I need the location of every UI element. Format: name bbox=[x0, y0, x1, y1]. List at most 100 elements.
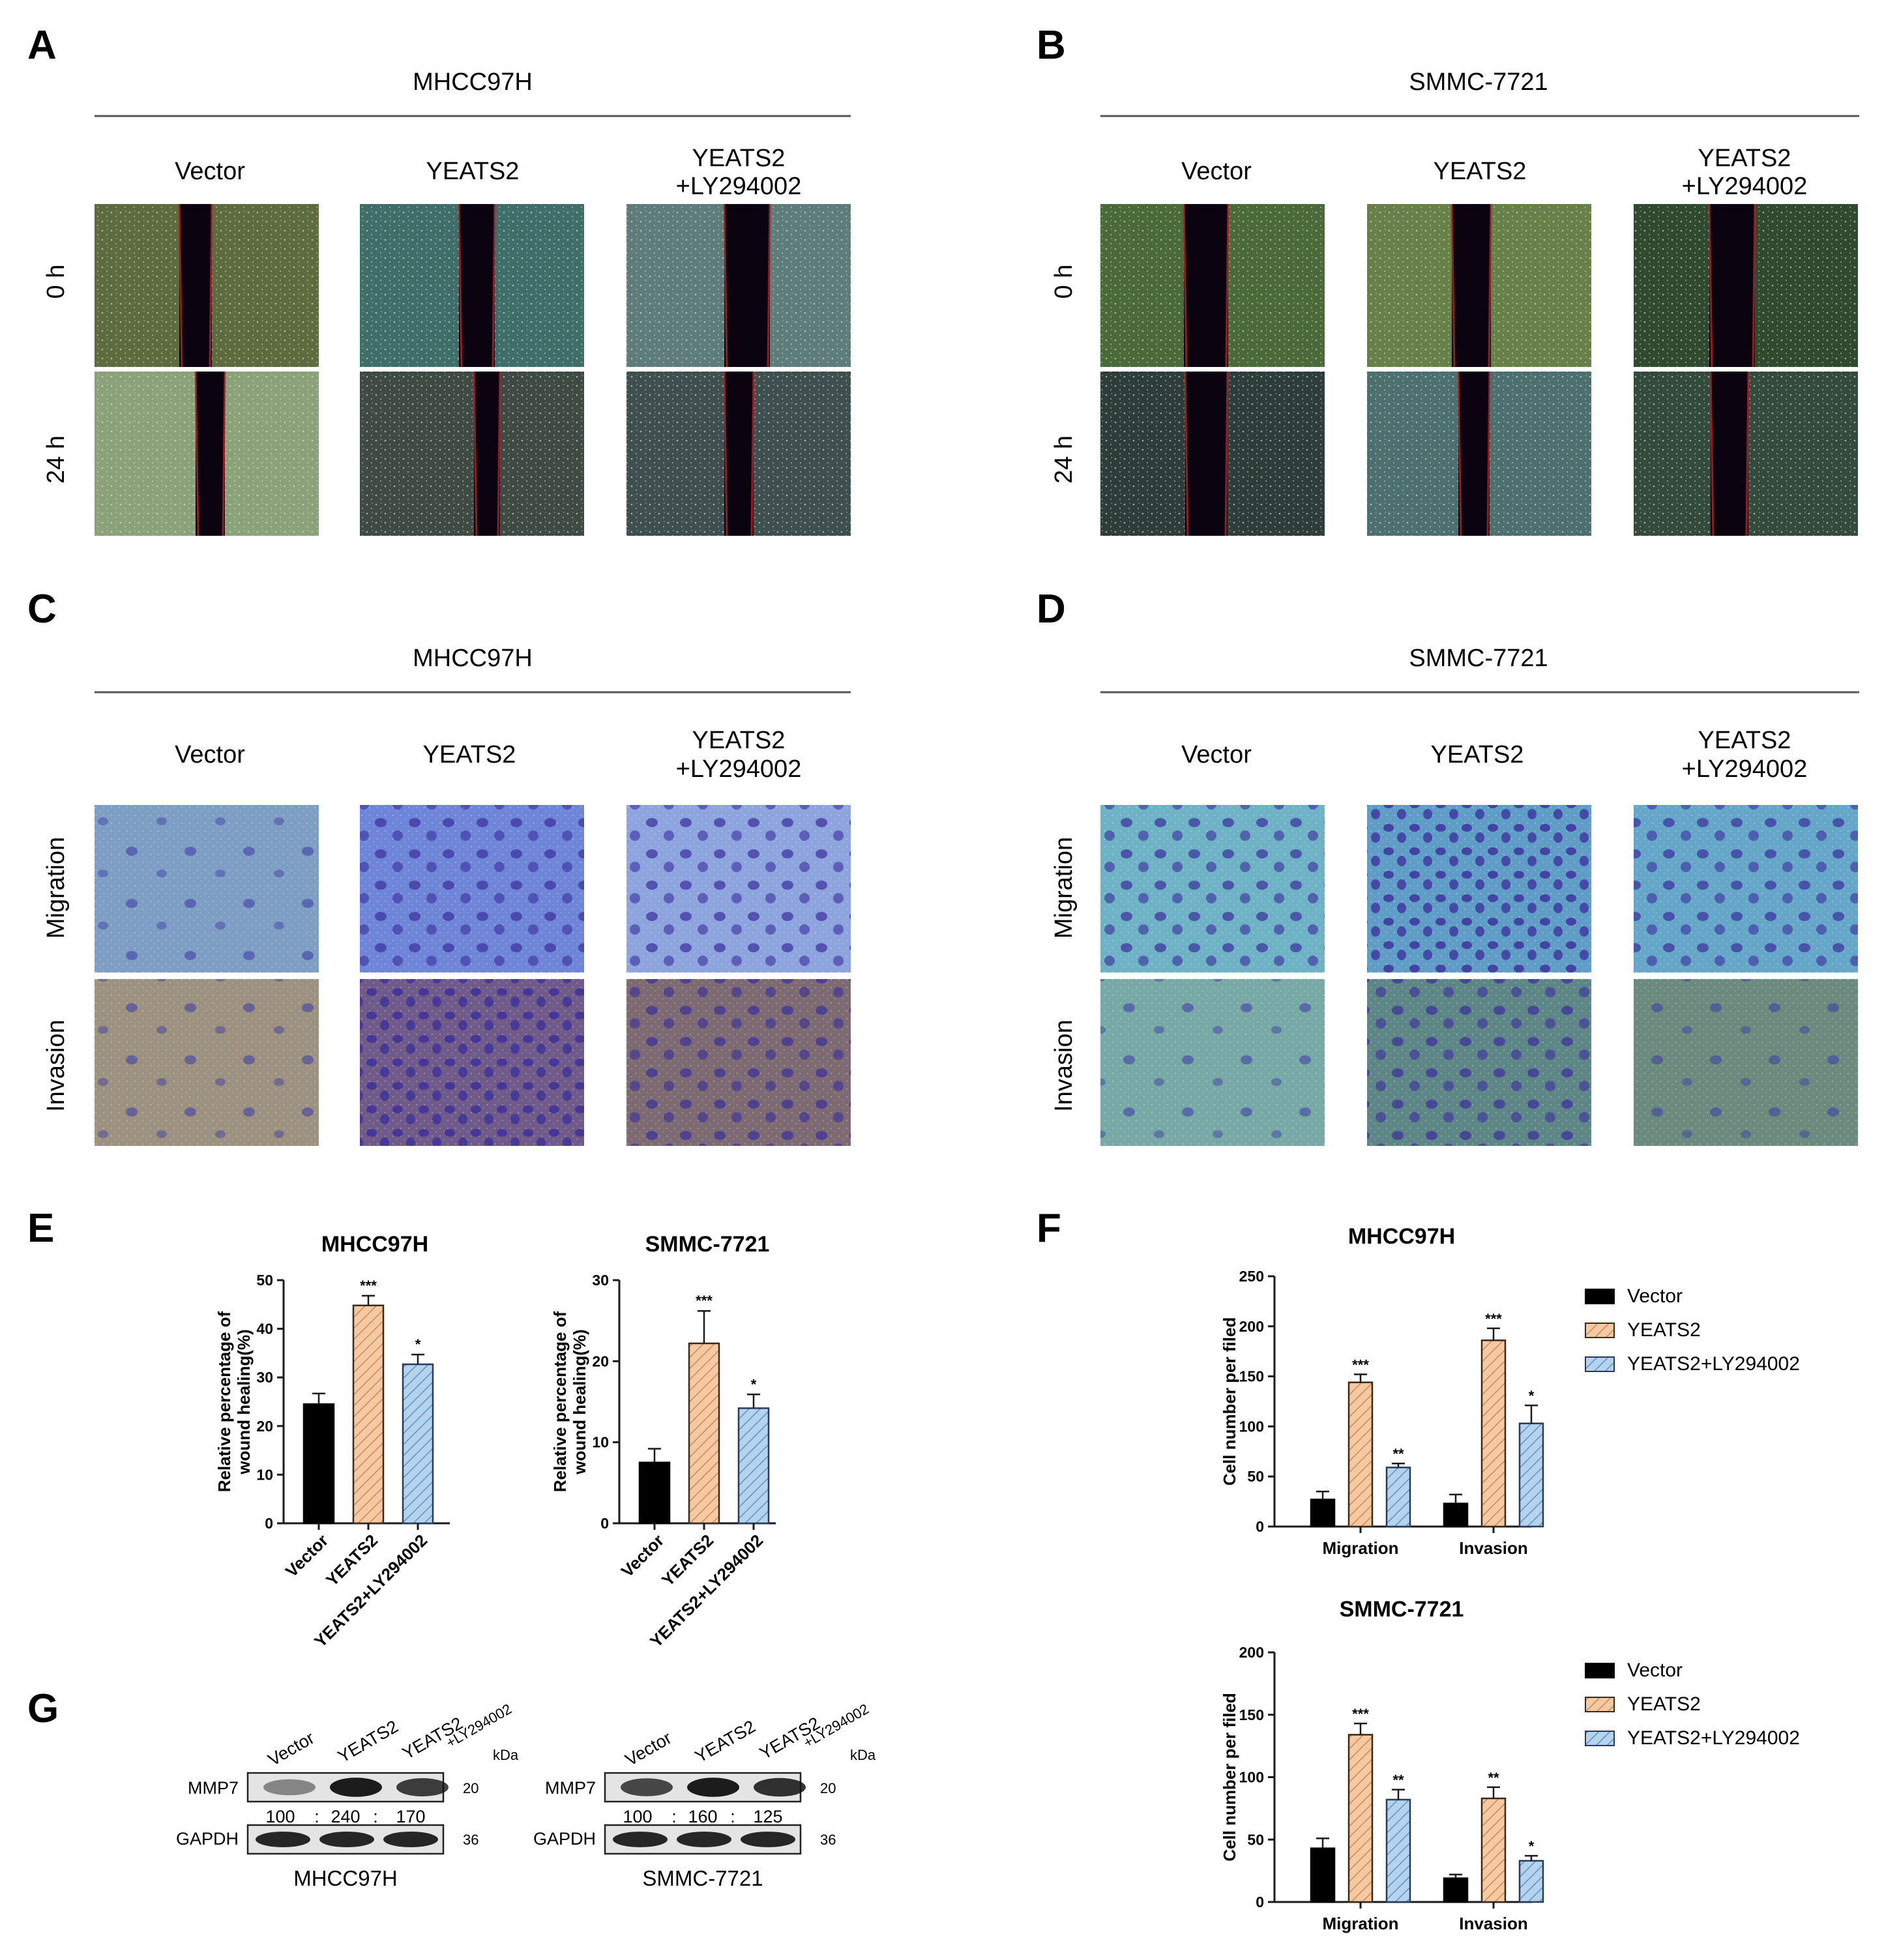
panel-b-cell-line: SMMC-7721 bbox=[1409, 68, 1548, 96]
lane-label: Vector bbox=[622, 1728, 675, 1770]
legend-swatch bbox=[1585, 1731, 1615, 1746]
col-label-yeats2: YEATS2 bbox=[426, 158, 520, 185]
chart-e-smmc7721: SMMC-7721 0 10 20 30 Relative percentage of wo… bbox=[550, 1232, 776, 1651]
migration-image bbox=[1100, 805, 1325, 973]
y-tick-label: 40 bbox=[256, 1321, 273, 1338]
migration-image bbox=[360, 805, 584, 973]
y-axis-label: wound healing(%) bbox=[570, 1329, 589, 1474]
protein-label: MMP7 bbox=[188, 1778, 239, 1798]
bar bbox=[1480, 1797, 1507, 1903]
bar bbox=[1518, 1422, 1544, 1528]
transwell-image-grid-c bbox=[95, 805, 851, 1146]
transwell-image-grid-d bbox=[1100, 805, 1858, 1146]
kda-value: 36 bbox=[463, 1832, 478, 1848]
y-tick-label: 20 bbox=[256, 1418, 273, 1435]
row-label-0h: 0 h bbox=[42, 265, 70, 299]
ratio-value: 160 bbox=[688, 1807, 717, 1826]
blot-band bbox=[687, 1777, 739, 1797]
x-category-label: Invasion bbox=[1459, 1914, 1527, 1933]
col-label-vector: Vector bbox=[1181, 158, 1252, 185]
bar bbox=[1347, 1734, 1374, 1903]
ratio-value: : bbox=[730, 1807, 735, 1826]
blot-band bbox=[754, 1777, 806, 1797]
y-tick-label: 10 bbox=[592, 1434, 609, 1451]
y-tick-label: 0 bbox=[265, 1515, 273, 1532]
wound-image-0h bbox=[1634, 203, 1858, 368]
bar bbox=[1385, 1798, 1411, 1903]
significance-label: *** bbox=[360, 1278, 377, 1294]
legend-swatch bbox=[1585, 1356, 1615, 1372]
y-tick-label: 250 bbox=[1239, 1268, 1264, 1285]
bar bbox=[1480, 1339, 1507, 1528]
col-label-combo-1: YEATS2 bbox=[692, 727, 786, 754]
protein-label: MMP7 bbox=[545, 1778, 596, 1798]
y-axis-label: Relative percentage of bbox=[550, 1311, 570, 1492]
protein-label: GAPDH bbox=[176, 1829, 239, 1849]
wound-image-24h bbox=[95, 371, 319, 536]
significance-label: ** bbox=[1392, 1772, 1404, 1789]
panel-label-c: C bbox=[27, 587, 57, 632]
col-label-yeats2: YEATS2 bbox=[423, 741, 516, 768]
panel-label-d: D bbox=[1037, 587, 1066, 632]
blot-band bbox=[256, 1832, 310, 1847]
ratio-value: 100 bbox=[623, 1807, 652, 1826]
chart-f-smmc7721: SMMC-7721 0 50 100 150 200 Cell number per fil… bbox=[1220, 1597, 1800, 1933]
blot-band bbox=[319, 1832, 374, 1847]
y-tick-label: 30 bbox=[592, 1272, 609, 1289]
y-tick-label: 200 bbox=[1239, 1644, 1264, 1661]
legend-swatch bbox=[1585, 1663, 1615, 1678]
kda-header: kDa bbox=[493, 1747, 519, 1763]
blot-band bbox=[621, 1778, 673, 1796]
lane-label: YEATS2 bbox=[692, 1716, 759, 1766]
bar bbox=[1310, 1847, 1336, 1903]
legend-swatch bbox=[1585, 1289, 1615, 1304]
panel-d: D SMMC-7721 Vector YEATS2 YEATS2 +LY2940… bbox=[1037, 587, 1859, 1146]
panel-label-b: B bbox=[1037, 23, 1066, 68]
chart-title: SMMC-7721 bbox=[1340, 1597, 1464, 1622]
y-tick-label: 50 bbox=[256, 1272, 273, 1289]
row-label-0h: 0 h bbox=[1050, 265, 1078, 299]
wound-image-24h bbox=[1100, 371, 1325, 536]
panel-d-cell-line: SMMC-7721 bbox=[1409, 645, 1548, 672]
ratio-value: 100 bbox=[265, 1807, 295, 1826]
legend-label: YEATS2 bbox=[1627, 1319, 1701, 1341]
blot-band bbox=[263, 1779, 316, 1796]
y-tick-label: 150 bbox=[1239, 1368, 1264, 1385]
ratio-value: 125 bbox=[753, 1807, 782, 1826]
invasion-image bbox=[360, 979, 584, 1146]
y-tick-label: 100 bbox=[1239, 1769, 1264, 1786]
kda-value: 20 bbox=[820, 1780, 836, 1796]
blot-cell-line: MHCC97H bbox=[293, 1866, 398, 1890]
x-category-label: Migration bbox=[1323, 1914, 1399, 1933]
significance-label: *** bbox=[1352, 1357, 1369, 1373]
bar bbox=[1443, 1877, 1469, 1903]
wound-image-grid-b bbox=[1100, 203, 1858, 536]
invasion-image bbox=[1367, 979, 1591, 1146]
panel-label-e: E bbox=[27, 1206, 54, 1251]
chart-title: SMMC-7721 bbox=[645, 1232, 770, 1257]
legend-label: YEATS2 bbox=[1627, 1693, 1701, 1715]
panel-label-g: G bbox=[27, 1686, 59, 1731]
significance-label: * bbox=[1529, 1388, 1535, 1404]
blot-band bbox=[330, 1777, 382, 1797]
col-label-vector: Vector bbox=[175, 158, 245, 185]
y-tick-label: 100 bbox=[1239, 1418, 1264, 1435]
wound-image-0h bbox=[1100, 203, 1325, 368]
col-label-combo-1: YEATS2 bbox=[1698, 727, 1791, 754]
bar bbox=[302, 1403, 335, 1525]
invasion-image bbox=[95, 979, 319, 1146]
legend-label: YEATS2+LY294002 bbox=[1627, 1727, 1800, 1749]
significance-label: ** bbox=[1488, 1770, 1499, 1786]
legend-label: Vector bbox=[1627, 1660, 1683, 1681]
wound-image-grid-a bbox=[95, 203, 851, 536]
legend-label: Vector bbox=[1627, 1285, 1683, 1307]
wound-image-0h bbox=[360, 203, 584, 368]
ratio-value: 170 bbox=[396, 1807, 425, 1826]
bar bbox=[638, 1461, 671, 1525]
x-category-label: Invasion bbox=[1459, 1538, 1527, 1558]
significance-label: *** bbox=[1485, 1311, 1502, 1327]
ratio-value: 240 bbox=[331, 1807, 360, 1826]
y-axis-label: Cell number per filed bbox=[1220, 1317, 1239, 1486]
